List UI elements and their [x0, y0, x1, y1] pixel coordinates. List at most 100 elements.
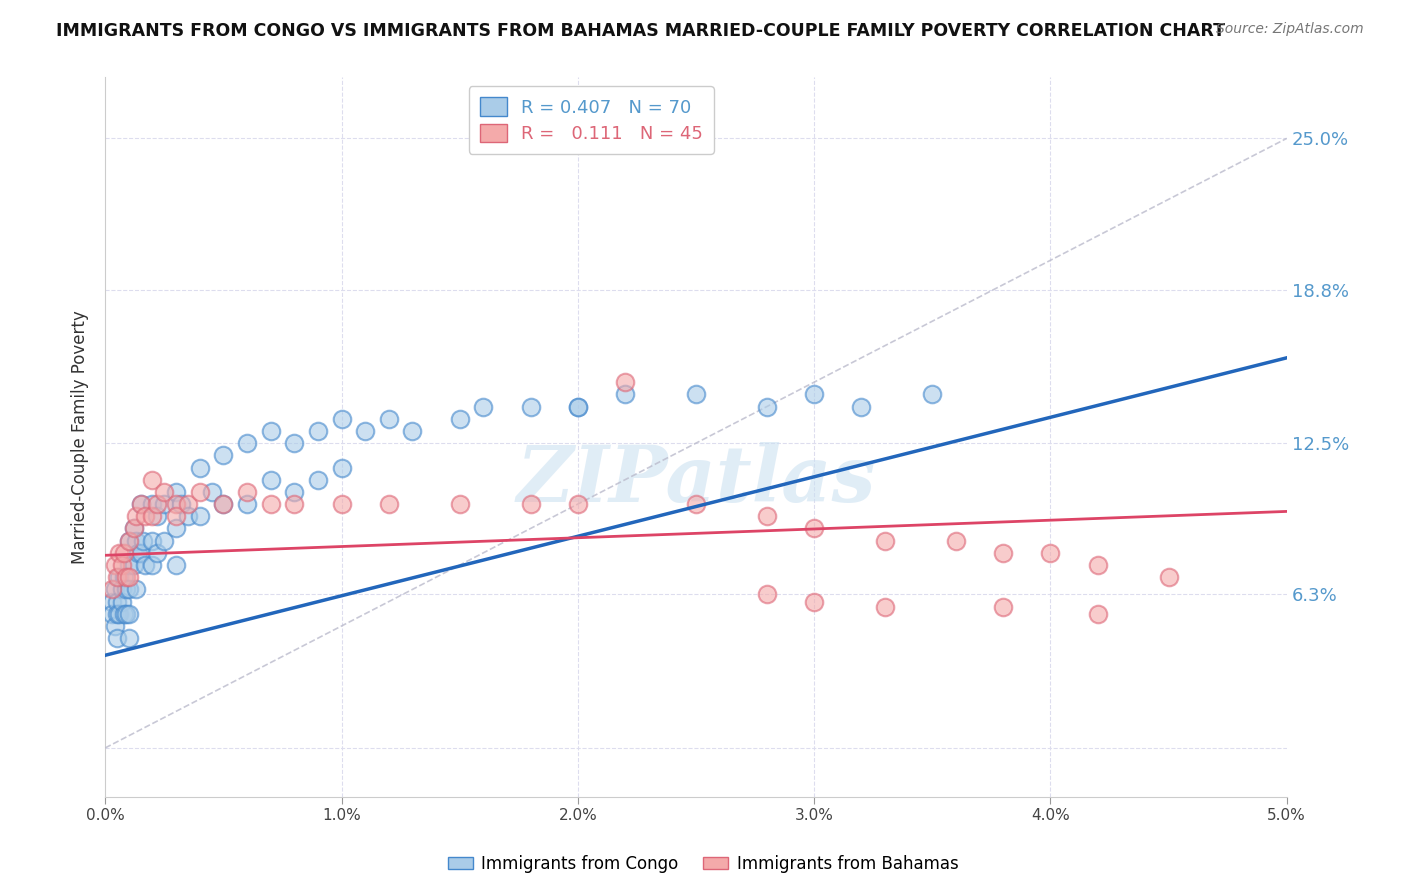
Point: [685, 497, 707, 511]
Point: [945, 533, 967, 548]
Point: [401, 424, 423, 438]
Point: [259, 424, 281, 438]
Point: [803, 594, 825, 608]
Point: [125, 533, 148, 548]
Point: [101, 607, 124, 621]
Point: [519, 400, 541, 414]
Point: [101, 594, 124, 608]
Point: [104, 619, 127, 633]
Point: [330, 460, 353, 475]
Point: [283, 436, 305, 450]
Point: [141, 558, 163, 572]
Point: [177, 497, 200, 511]
Point: [472, 400, 495, 414]
Point: [449, 497, 471, 511]
Point: [118, 570, 141, 584]
Point: [108, 607, 131, 621]
Point: [115, 570, 138, 584]
Point: [212, 497, 235, 511]
Point: [851, 400, 873, 414]
Point: [188, 484, 211, 499]
Point: [118, 582, 141, 597]
Point: [122, 521, 145, 535]
Point: [141, 509, 163, 524]
Point: [165, 521, 187, 535]
Point: [118, 533, 141, 548]
Point: [105, 607, 128, 621]
Y-axis label: Married-Couple Family Poverty: Married-Couple Family Poverty: [72, 310, 89, 564]
Point: [212, 497, 235, 511]
Point: [567, 400, 589, 414]
Point: [991, 599, 1014, 614]
Text: ZIPatlas: ZIPatlas: [516, 442, 876, 518]
Point: [146, 497, 169, 511]
Point: [115, 582, 138, 597]
Point: [112, 607, 135, 621]
Point: [307, 473, 329, 487]
Point: [141, 533, 163, 548]
Point: [519, 497, 541, 511]
Point: [803, 387, 825, 401]
Point: [105, 570, 128, 584]
Point: [236, 436, 259, 450]
Point: [108, 570, 131, 584]
Point: [153, 484, 176, 499]
Point: [567, 497, 589, 511]
Point: [104, 582, 127, 597]
Point: [1039, 546, 1062, 560]
Point: [873, 599, 896, 614]
Point: [129, 546, 152, 560]
Point: [165, 497, 187, 511]
Point: [283, 484, 305, 499]
Point: [141, 497, 163, 511]
Point: [755, 400, 778, 414]
Point: [165, 558, 187, 572]
Point: [188, 460, 211, 475]
Text: Source: ZipAtlas.com: Source: ZipAtlas.com: [1216, 22, 1364, 37]
Point: [1087, 607, 1109, 621]
Point: [449, 411, 471, 425]
Point: [108, 546, 131, 560]
Point: [134, 509, 156, 524]
Point: [236, 484, 259, 499]
Point: [153, 533, 176, 548]
Point: [307, 424, 329, 438]
Legend: R = 0.407   N = 70, R =   0.111   N = 45: R = 0.407 N = 70, R = 0.111 N = 45: [468, 87, 714, 154]
Point: [122, 521, 145, 535]
Point: [165, 509, 187, 524]
Point: [129, 497, 152, 511]
Point: [755, 587, 778, 601]
Point: [259, 497, 281, 511]
Point: [111, 558, 134, 572]
Point: [259, 473, 281, 487]
Point: [118, 631, 141, 645]
Point: [118, 558, 141, 572]
Point: [112, 546, 135, 560]
Point: [614, 375, 637, 389]
Point: [685, 387, 707, 401]
Point: [330, 497, 353, 511]
Point: [118, 607, 141, 621]
Point: [146, 546, 169, 560]
Point: [122, 558, 145, 572]
Point: [129, 497, 152, 511]
Point: [212, 448, 235, 462]
Point: [755, 509, 778, 524]
Point: [111, 594, 134, 608]
Point: [141, 473, 163, 487]
Point: [146, 509, 169, 524]
Point: [188, 509, 211, 524]
Point: [567, 400, 589, 414]
Point: [354, 424, 377, 438]
Point: [165, 484, 187, 499]
Point: [127, 546, 149, 560]
Point: [104, 558, 127, 572]
Point: [614, 387, 637, 401]
Point: [200, 484, 222, 499]
Point: [378, 411, 401, 425]
Point: [125, 509, 148, 524]
Legend: Immigrants from Congo, Immigrants from Bahamas: Immigrants from Congo, Immigrants from B…: [441, 848, 965, 880]
Point: [105, 631, 128, 645]
Point: [177, 509, 200, 524]
Point: [170, 497, 193, 511]
